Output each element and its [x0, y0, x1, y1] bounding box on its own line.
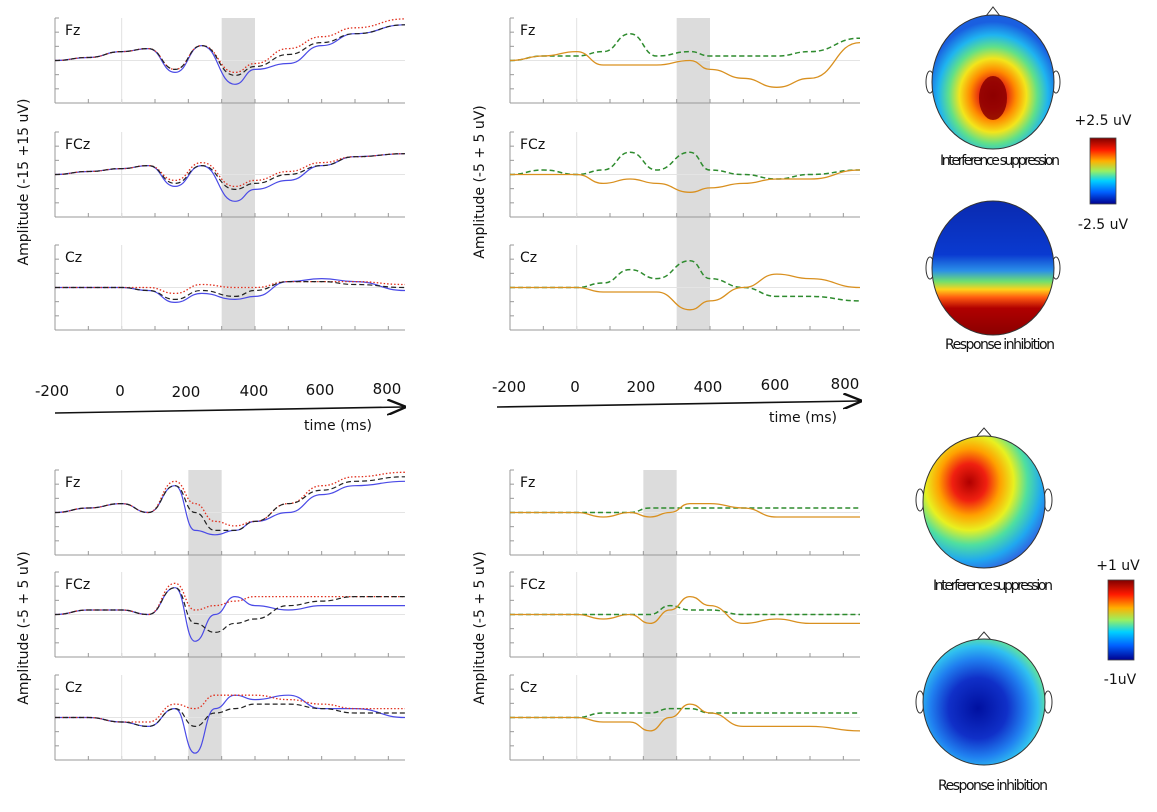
ylabel-top-left: Amplitude (-15 +15 uV) [16, 99, 32, 266]
colorbar-bottom-max: +1 uV [1096, 558, 1140, 574]
channel-label: FCz [520, 137, 545, 153]
series-green-dashed [509, 507, 860, 514]
channel-label: Cz [65, 250, 82, 266]
channel-label: FCz [65, 577, 90, 593]
series-green-dashed [509, 32, 861, 62]
channel-fz: Fz [509, 469, 860, 556]
panel-bottom-left: Fz FCz Cz [54, 469, 406, 761]
series-orange [510, 169, 861, 193]
series-black-dashed [54, 587, 405, 634]
colorbar-top-max: +2.5 uV [1075, 113, 1132, 129]
ylabel-top-right: Amplitude (-5 + 5 uV) [472, 105, 488, 259]
colorbar-top [1089, 137, 1117, 205]
channel-fcz: FCz [54, 571, 405, 658]
channel-label: Cz [65, 680, 82, 696]
topomap-label-bottom-interference: Interference suppression [933, 578, 1053, 594]
channel-cz: Cz [54, 244, 406, 331]
ylabel-bottom-left: Amplitude (-5 + 5 uV) [16, 551, 32, 705]
time-tick-right-400: 400 [694, 378, 723, 396]
series-red-dotted [54, 153, 406, 188]
series-orange [510, 273, 861, 311]
topomap-top-interference [925, 6, 1061, 150]
channel-fz: Fz [54, 17, 406, 104]
time-tick-left-600: 600 [306, 381, 335, 399]
series-red-dotted [54, 471, 406, 527]
series-orange [509, 502, 860, 518]
series-blue [54, 480, 406, 536]
time-tick-left-200: 200 [172, 383, 201, 401]
channel-label: Cz [520, 250, 537, 266]
channel-label: Fz [65, 23, 80, 39]
time-tick-left-800: 800 [373, 380, 402, 398]
topomap-bottom-interference [915, 427, 1053, 569]
series-orange [510, 595, 860, 625]
time-tick-left-0: 0 [115, 382, 125, 400]
colorbar-bottom [1107, 579, 1135, 661]
series-green-dashed [510, 707, 860, 719]
series-orange [510, 703, 861, 732]
series-green-dashed [510, 604, 860, 616]
series-black-dashed [54, 153, 406, 191]
channel-cz: Cz [509, 244, 861, 331]
time-tick-right-800: 800 [831, 375, 860, 393]
channel-fz: Fz [54, 469, 406, 556]
time-tick-right-0: 0 [570, 378, 580, 396]
channel-label: FCz [520, 577, 545, 593]
time-tick-right-m200: -200 [492, 378, 526, 396]
time-tick-left-400: 400 [240, 382, 269, 400]
topomap-label-top-inhibition: Response inhibition [945, 337, 1055, 353]
channel-label: Fz [520, 23, 535, 39]
series-green-dashed [510, 259, 861, 302]
channel-cz: Cz [509, 674, 861, 761]
series-blue [55, 694, 406, 754]
channel-fcz: FCz [509, 131, 861, 218]
channel-cz: Cz [54, 674, 406, 761]
time-axis-right: -200 0 200 400 600 800 time (ms) [492, 375, 859, 426]
panel-top-left: Fz FCz Cz [54, 17, 406, 331]
erp-panels: Fz FCz Cz Fz FCz Cz Fz FCz Cz Fz FCz Cz [54, 17, 861, 761]
ylabel-bottom-right: Amplitude (-5 + 5 uV) [472, 551, 488, 705]
channel-fz: Fz [509, 17, 861, 104]
time-arrow-left [54, 407, 403, 413]
topomap-label-bottom-inhibition: Response inhibition [938, 778, 1048, 794]
topomap-top-inhibition [925, 200, 1061, 336]
panel-top-right: Fz FCz Cz [509, 17, 861, 331]
channel-fcz: FCz [54, 131, 406, 218]
time-tick-left-m200: -200 [35, 382, 69, 400]
series-black-dashed [55, 703, 405, 728]
channel-label: FCz [65, 137, 90, 153]
series-black-dashed [54, 24, 406, 77]
colorbar-bottom-min: -1uV [1104, 672, 1137, 688]
topomap-bottom-inhibition [915, 631, 1053, 766]
time-tick-right-200: 200 [627, 378, 656, 396]
channel-label: Fz [65, 475, 80, 491]
time-axis-left: -200 0 200 400 600 800 time (ms) [35, 380, 403, 434]
channel-label: Cz [520, 680, 537, 696]
time-arrow-right [496, 401, 859, 407]
series-orange [509, 41, 861, 88]
time-label-left: time (ms) [304, 418, 372, 434]
time-label-right: time (ms) [769, 410, 837, 426]
series-red-dotted [55, 280, 406, 295]
series-black-dashed [54, 476, 406, 532]
time-tick-right-600: 600 [761, 376, 790, 394]
channel-fcz: FCz [509, 571, 860, 658]
channel-label: Fz [520, 475, 535, 491]
panel-bottom-right: Fz FCz Cz [509, 469, 861, 761]
topomap-label-top-interference: Interference suppression [940, 153, 1060, 169]
colorbar-top-min: -2.5 uV [1078, 217, 1129, 233]
